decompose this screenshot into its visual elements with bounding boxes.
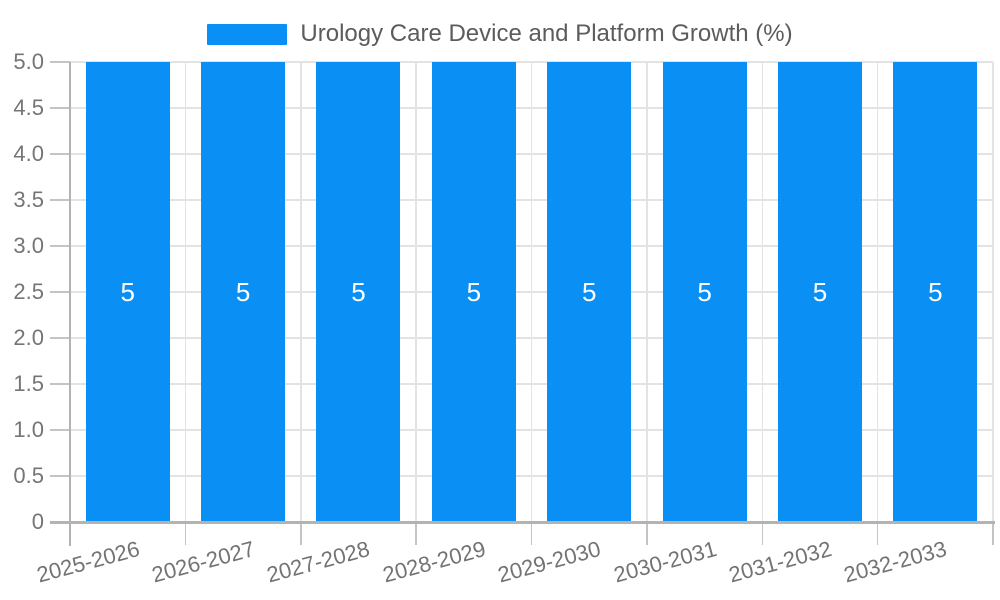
y-tick-label: 2.0	[13, 325, 44, 350]
y-tick	[50, 429, 70, 431]
x-tick	[876, 523, 879, 545]
y-tick-label: 0	[31, 509, 44, 534]
y-tick	[50, 291, 70, 293]
v-gridline	[530, 62, 533, 522]
bar: 5	[201, 62, 286, 522]
y-tick-label: 3.5	[13, 187, 44, 212]
v-gridline	[646, 62, 648, 522]
y-tick-label: 1.0	[13, 417, 44, 442]
bar-value-label: 5	[235, 277, 251, 307]
v-gridline	[876, 62, 879, 522]
x-tick	[992, 523, 994, 545]
bar: 5	[431, 62, 516, 522]
v-gridline	[184, 62, 187, 522]
bar-value-label: 5	[697, 277, 712, 307]
bar: 5	[662, 62, 747, 522]
y-tick-label: 1.5	[13, 371, 44, 396]
v-gridline	[992, 62, 994, 522]
y-tick	[50, 107, 70, 109]
bar: 5	[85, 62, 170, 522]
bar: 5	[316, 62, 401, 522]
x-tick	[761, 523, 763, 545]
y-tick	[50, 475, 70, 477]
y-tick-label: 5.0	[13, 49, 44, 74]
y-tick-label: 2.5	[13, 279, 44, 304]
y-tick	[50, 61, 70, 63]
x-tick	[415, 523, 417, 545]
bar: 5	[547, 62, 632, 522]
x-axis-line	[50, 521, 995, 524]
x-tick	[530, 523, 533, 545]
y-tick	[50, 383, 70, 385]
y-tick	[50, 199, 70, 201]
y-tick	[50, 337, 70, 339]
bar-value-label: 5	[581, 277, 597, 307]
y-tick-label: 0.5	[13, 463, 44, 488]
y-tick-label: 4.5	[13, 95, 44, 120]
y-axis-line	[69, 62, 71, 546]
bar: 5	[893, 62, 978, 522]
bar-value-label: 5	[928, 277, 943, 307]
bar-value-label: 5	[120, 277, 135, 307]
legend-swatch	[207, 23, 288, 45]
v-gridline	[415, 62, 417, 522]
y-tick-label: 3.0	[13, 233, 44, 258]
chart-legend: Urology Care Device and Platform Growth …	[0, 18, 1000, 50]
bar-value-label: 5	[351, 277, 366, 307]
y-tick	[50, 153, 70, 155]
x-tick	[184, 523, 187, 545]
bar-value-label: 5	[466, 277, 482, 307]
x-tick	[300, 523, 302, 545]
y-tick	[50, 245, 70, 247]
v-gridline	[300, 62, 302, 522]
bar-value-label: 5	[812, 277, 828, 307]
v-gridline	[761, 62, 763, 522]
legend-label: Urology Care Device and Platform Growth …	[300, 20, 793, 47]
bar: 5	[777, 62, 862, 522]
x-tick	[646, 523, 648, 545]
y-tick-label: 4.0	[13, 141, 44, 166]
